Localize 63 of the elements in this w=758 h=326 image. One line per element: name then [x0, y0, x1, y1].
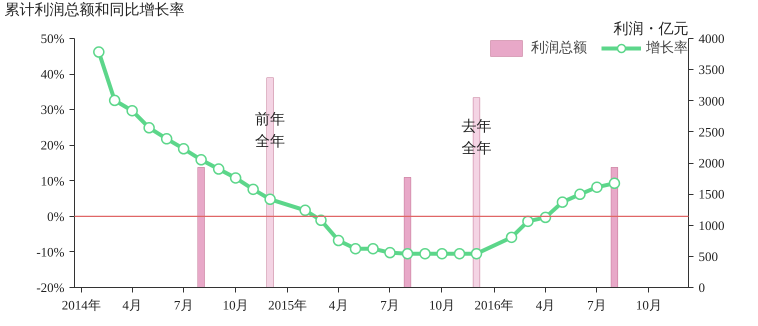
- point: [247, 184, 259, 196]
- point: [608, 178, 620, 190]
- point: [264, 194, 276, 206]
- point: [522, 216, 534, 228]
- legend-label: 利润总额: [531, 39, 587, 57]
- x-tick-label: 4月: [328, 298, 348, 312]
- point: [506, 232, 518, 244]
- point: [230, 172, 242, 184]
- point: [436, 248, 448, 260]
- y2-tick-label: 4000: [698, 31, 724, 46]
- point: [93, 46, 105, 58]
- y-tick-label: 20%: [40, 138, 65, 153]
- x-tick-label: 2014年: [62, 298, 101, 312]
- x-tick-label: 2015年: [268, 298, 308, 312]
- point: [315, 214, 327, 226]
- y-tick-label: -10%: [36, 244, 65, 260]
- x-tick-label: 7月: [587, 298, 607, 312]
- point: [332, 234, 344, 246]
- point: [367, 242, 379, 254]
- y2-tick-label: 2500: [698, 124, 724, 140]
- y2-axis-title: 利润・亿元: [614, 20, 688, 38]
- point: [384, 246, 396, 258]
- y-tick-label: 10%: [40, 173, 65, 188]
- y2-tick-label: 1000: [698, 218, 724, 233]
- y2-tick-label: 1500: [698, 186, 724, 202]
- y2-tick-label: 3500: [698, 62, 724, 78]
- point: [419, 248, 431, 260]
- point: [160, 133, 172, 145]
- x-tick-label: 4月: [536, 298, 556, 312]
- x-tick-label: 2016年: [474, 298, 514, 312]
- point: [108, 94, 120, 106]
- bar: [198, 167, 205, 288]
- point: [454, 248, 466, 260]
- y-tick-label: 40%: [40, 66, 65, 82]
- y-tick-label: 30%: [40, 102, 65, 118]
- y2-tick-label: 500: [698, 248, 718, 264]
- x-tick-label: 4月: [122, 298, 142, 312]
- x-tick-label: 10月: [222, 298, 249, 312]
- x-tick-label: 7月: [174, 298, 194, 312]
- x-tick-label: 10月: [636, 298, 662, 312]
- point: [299, 204, 311, 216]
- annotation: 去年全年: [461, 118, 492, 158]
- y2-tick-label: 0: [698, 280, 705, 295]
- chart-title: 累计利润总额和同比增长率: [4, 2, 184, 18]
- point: [143, 122, 155, 134]
- point: [574, 188, 586, 200]
- y-tick-label: 50%: [40, 31, 65, 46]
- point: [556, 196, 568, 208]
- point: [195, 154, 207, 166]
- y-tick-label: -20%: [36, 280, 65, 295]
- point: [126, 104, 138, 116]
- y2-tick-label: 2000: [698, 156, 724, 170]
- point: [212, 163, 224, 175]
- point: [350, 242, 362, 254]
- point: [470, 248, 482, 260]
- point: [402, 248, 414, 260]
- y2-tick-label: 3000: [698, 93, 724, 108]
- legend-label: 增长率: [646, 39, 688, 57]
- point: [178, 143, 190, 155]
- x-tick-label: 7月: [380, 298, 400, 312]
- x-tick-label: 10月: [428, 298, 455, 312]
- y-tick-label: 0%: [47, 208, 65, 224]
- point: [591, 181, 603, 193]
